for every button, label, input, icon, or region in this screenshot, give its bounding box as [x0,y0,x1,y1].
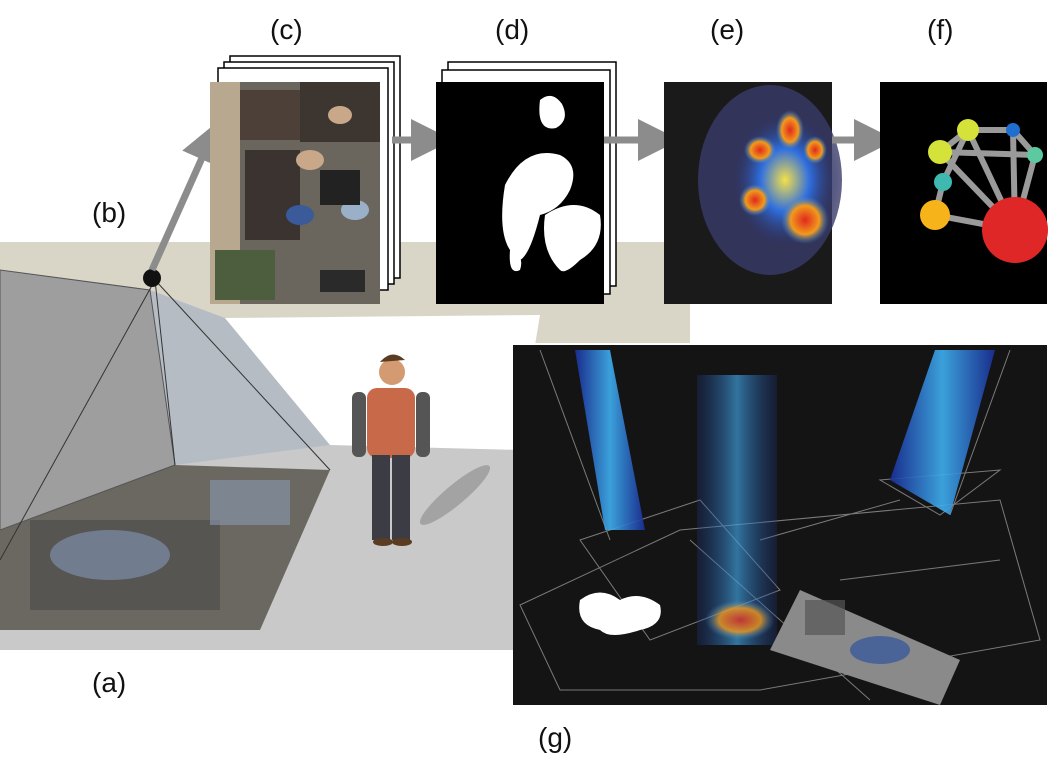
camera-dot-icon [143,269,161,287]
foreground-mask-panel [436,61,617,304]
graph-node-teal [934,173,952,191]
graph-node-lime-1 [957,119,979,141]
graph-node-blue [1006,123,1020,137]
spacetime-volume-panel [513,345,1047,705]
walking-person-icon [352,354,491,546]
label-g: (g) [538,722,573,753]
heatmap-panel [664,82,842,304]
graph-node-mint [1027,147,1043,163]
graph-node-red [982,197,1048,263]
label-d: (d) [495,14,530,45]
camera-arrow [148,120,221,272]
label-e: (e) [710,14,745,45]
graph-node-yellow [920,200,950,230]
label-c: (c) [270,14,303,45]
interaction-graph-panel [880,82,1048,304]
graph-node-lime-2 [928,140,952,164]
label-b: (b) [92,197,127,228]
video-frames-panel [210,55,401,304]
label-a: (a) [92,667,127,698]
room-scene [0,269,540,650]
label-f: (f) [927,14,954,45]
